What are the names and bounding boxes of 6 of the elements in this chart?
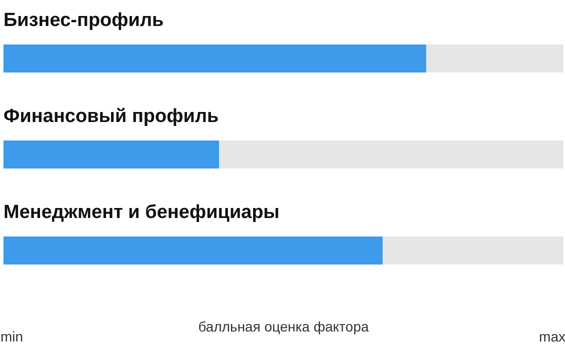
text: max [539, 328, 565, 344]
y-tick-label: Финансовый профиль [4, 106, 219, 127]
y-tick-label: Бизнес-профиль [4, 10, 164, 31]
x-axis-title: балльная оценка фактора [198, 318, 369, 334]
text: min [0, 328, 24, 344]
y-tick-label: Менеджмент и бенефициары [4, 202, 280, 223]
